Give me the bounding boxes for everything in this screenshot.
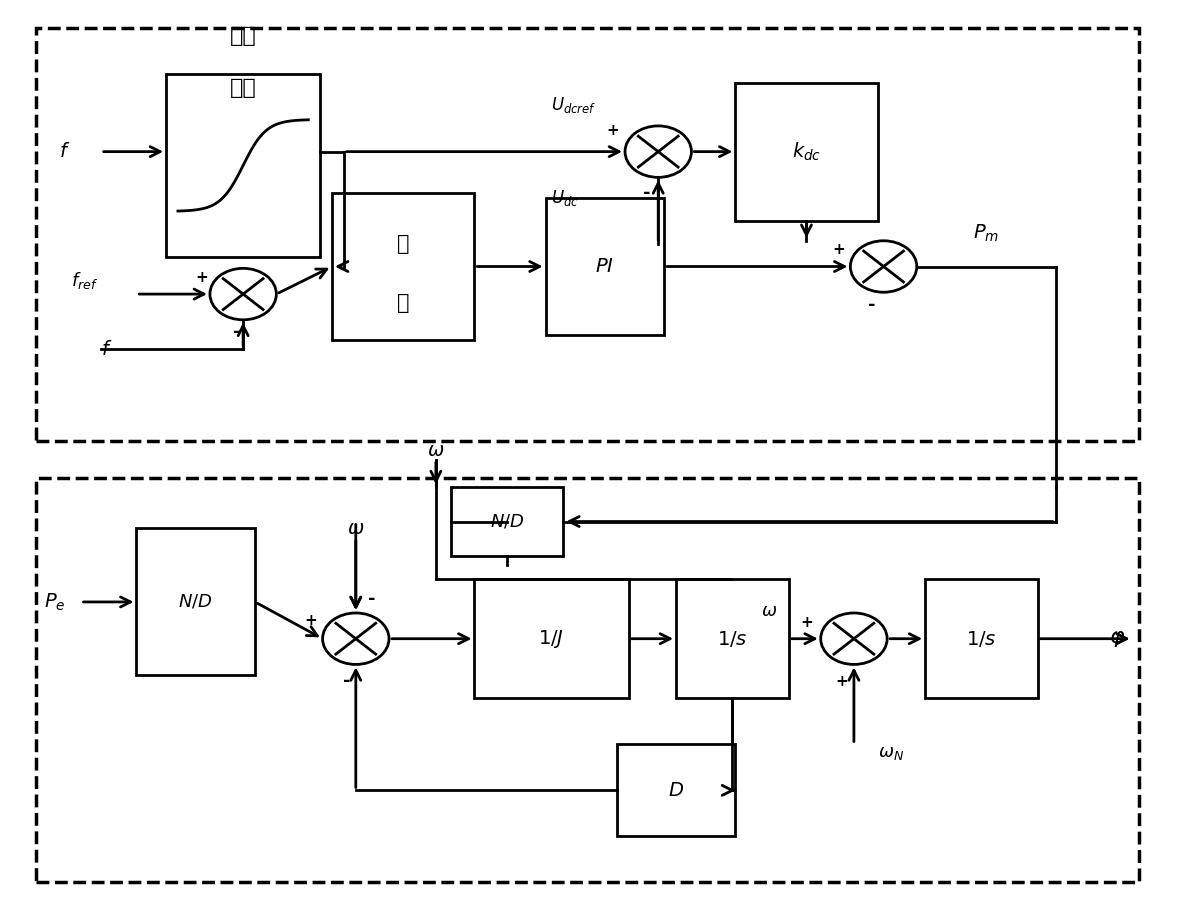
Bar — [617, 744, 735, 836]
Bar — [36, 478, 1139, 882]
Text: $U_{dc}$: $U_{dc}$ — [551, 188, 579, 209]
Text: -: - — [234, 323, 241, 342]
Text: $f$: $f$ — [101, 340, 113, 358]
Text: $f_{ref}$: $f_{ref}$ — [71, 270, 98, 290]
Text: $PI$: $PI$ — [595, 257, 614, 276]
Text: +: + — [196, 270, 208, 285]
Text: 触: 触 — [397, 234, 409, 255]
Bar — [451, 487, 563, 556]
Bar — [136, 528, 255, 675]
Bar — [36, 28, 1139, 441]
Text: 频率: 频率 — [230, 26, 256, 46]
Bar — [925, 579, 1038, 698]
Text: +: + — [836, 674, 848, 688]
Bar — [546, 198, 664, 335]
Text: $\omega$: $\omega$ — [760, 602, 777, 620]
Text: -: - — [368, 590, 375, 608]
Text: $1/s$: $1/s$ — [718, 629, 747, 649]
Text: $N/D$: $N/D$ — [178, 593, 213, 611]
Text: +: + — [801, 615, 812, 630]
Text: $P_e$: $P_e$ — [44, 591, 65, 613]
Text: -: - — [868, 296, 875, 314]
Text: +: + — [607, 123, 619, 138]
Text: $1/s$: $1/s$ — [967, 629, 996, 649]
Text: $f$: $f$ — [59, 142, 71, 161]
Text: $D$: $D$ — [668, 781, 684, 800]
Text: $N/D$: $N/D$ — [490, 513, 524, 530]
Text: 比较: 比较 — [230, 78, 256, 98]
Text: +: + — [305, 613, 317, 628]
Text: $P_m$: $P_m$ — [973, 222, 999, 244]
Text: $\omega_N$: $\omega_N$ — [878, 744, 904, 763]
Bar — [166, 74, 320, 257]
Text: $\varphi$: $\varphi$ — [1109, 629, 1126, 649]
Bar — [735, 83, 878, 221]
Text: 发: 发 — [397, 293, 409, 313]
Bar — [676, 579, 789, 698]
Text: $1/J$: $1/J$ — [538, 628, 565, 650]
Text: $U_{dcref}$: $U_{dcref}$ — [551, 95, 597, 115]
Text: $\omega$: $\omega$ — [427, 440, 445, 460]
Text: +: + — [833, 243, 844, 257]
Bar — [474, 579, 629, 698]
Text: $\omega$: $\omega$ — [347, 518, 364, 538]
Text: -: - — [343, 672, 350, 690]
Text: -: - — [643, 184, 650, 202]
Text: $k_{dc}$: $k_{dc}$ — [792, 141, 821, 163]
Bar — [332, 193, 474, 340]
